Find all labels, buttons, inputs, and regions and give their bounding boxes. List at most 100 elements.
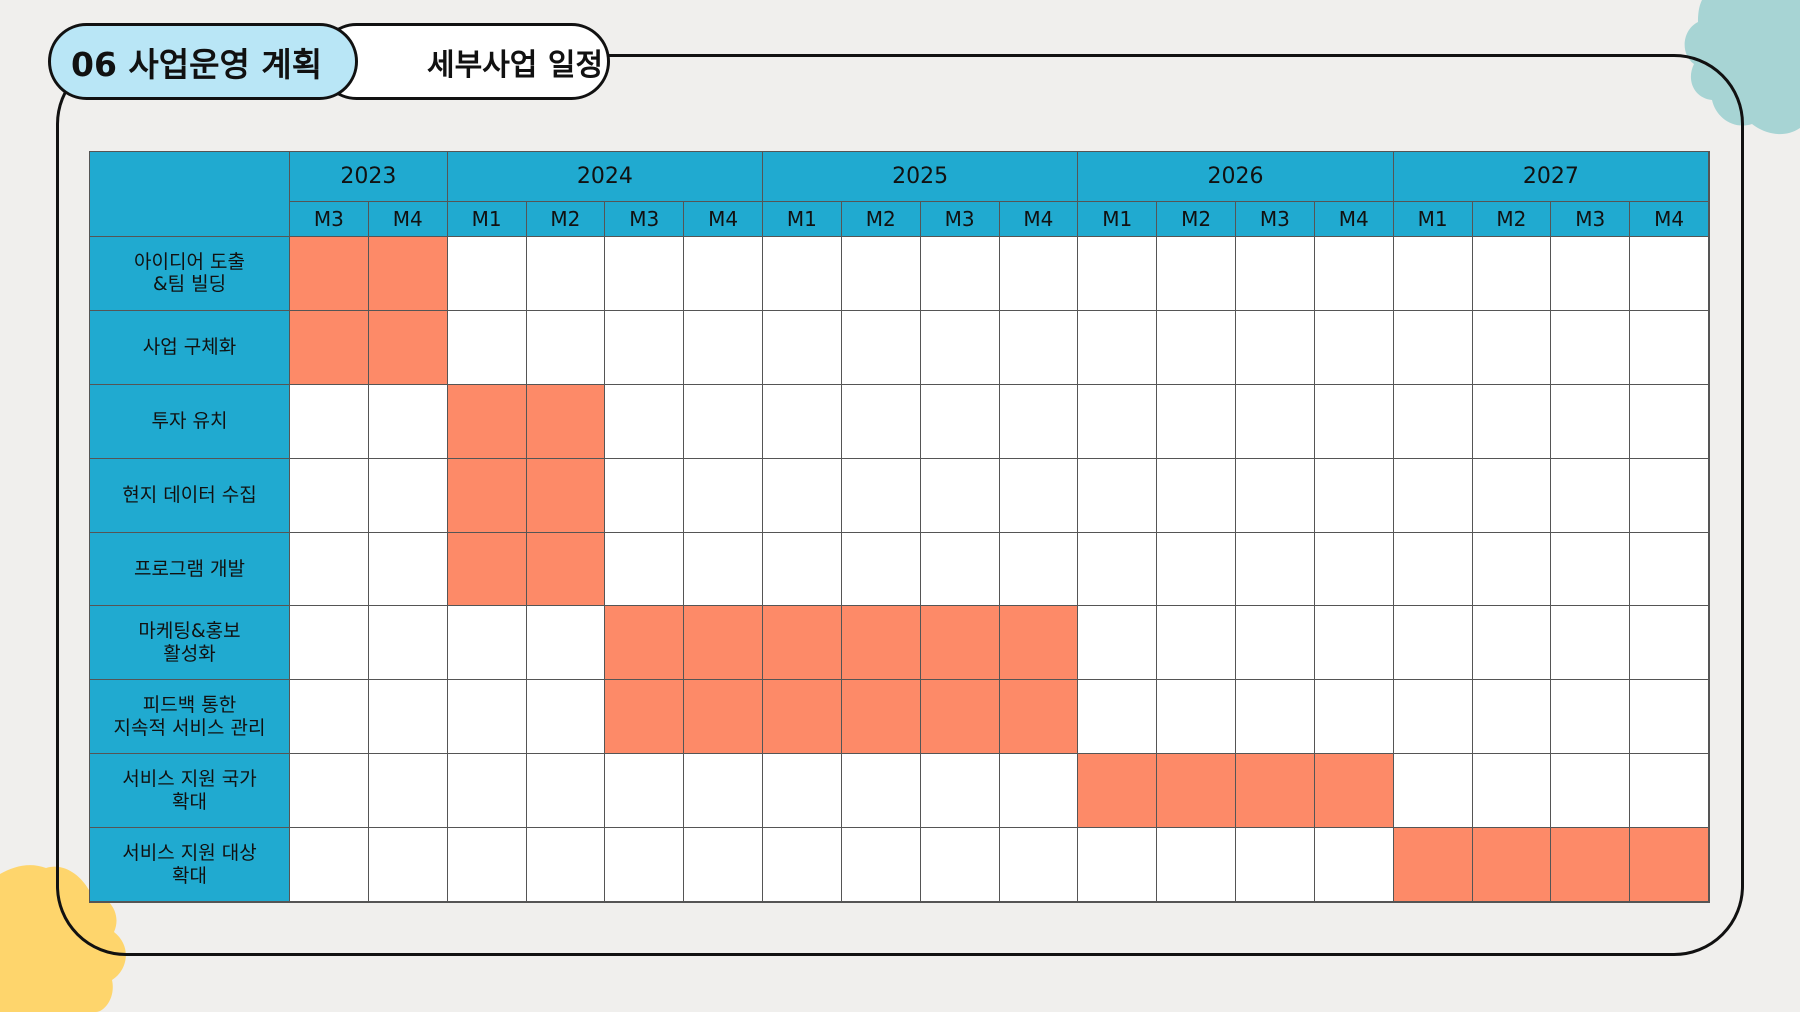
schedule-cell [841, 237, 921, 311]
gantt-bar-cell [920, 606, 1000, 681]
schedule-cell [1078, 606, 1158, 681]
schedule-cell [368, 532, 448, 607]
gantt-bar-cell [1630, 828, 1709, 902]
schedule-cell [1314, 680, 1394, 755]
schedule-cell [526, 754, 606, 829]
year-header: 2023 [290, 152, 448, 202]
schedule-cell [763, 754, 842, 829]
schedule-cell [841, 310, 921, 385]
gantt-bar-cell [605, 606, 685, 681]
schedule-cell [920, 237, 1000, 311]
schedule-cell [1472, 237, 1552, 311]
schedule-cell [368, 384, 448, 459]
gantt-bar-cell [447, 458, 527, 533]
schedule-cell [605, 828, 685, 902]
schedule-cell [1157, 532, 1236, 607]
schedule-cell [368, 606, 448, 681]
schedule-cell [1314, 532, 1394, 607]
schedule-cell [290, 384, 369, 459]
schedule-cell [1393, 458, 1473, 533]
schedule-cell [999, 828, 1079, 902]
schedule-cell [290, 532, 369, 607]
schedule-cell [763, 458, 842, 533]
year-header: 2027 [1393, 152, 1709, 202]
schedule-cell [447, 606, 527, 681]
schedule-cell [526, 828, 606, 902]
month-header: M1 [763, 202, 842, 237]
schedule-cell [1393, 680, 1473, 755]
schedule-cell [1393, 384, 1473, 459]
schedule-cell [841, 384, 921, 459]
schedule-cell [1393, 532, 1473, 607]
schedule-cell [447, 310, 527, 385]
schedule-cell [1236, 458, 1315, 533]
schedule-cell [1630, 458, 1709, 533]
schedule-cell [1157, 384, 1236, 459]
schedule-cell [368, 828, 448, 902]
gantt-bar-cell [290, 310, 369, 385]
schedule-cell [1551, 237, 1631, 311]
schedule-cell [1393, 606, 1473, 681]
schedule-cell [368, 458, 448, 533]
gantt-bar-cell [290, 237, 369, 311]
schedule-cell [1314, 458, 1394, 533]
schedule-cell [841, 828, 921, 902]
schedule-cell [841, 458, 921, 533]
schedule-cell [1551, 680, 1631, 755]
schedule-cell [1078, 458, 1158, 533]
schedule-cell [1472, 384, 1552, 459]
schedule-cell [920, 458, 1000, 533]
schedule-cell [920, 828, 1000, 902]
month-header: M3 [605, 202, 685, 237]
year-header: 2025 [763, 152, 1079, 202]
task-label: 마케팅&홍보 활성화 [90, 606, 290, 681]
schedule-cell [684, 754, 763, 829]
schedule-cell [684, 237, 763, 311]
schedule-cell [999, 532, 1079, 607]
gantt-bar-cell [605, 680, 685, 755]
schedule-cell [447, 680, 527, 755]
schedule-cell [684, 310, 763, 385]
gantt-bar-cell [999, 680, 1079, 755]
schedule-cell [1472, 458, 1552, 533]
schedule-cell [1236, 237, 1315, 311]
schedule-cell [1157, 606, 1236, 681]
schedule-cell [526, 310, 606, 385]
schedule-cell [999, 458, 1079, 533]
schedule-cell [999, 310, 1079, 385]
gantt-bar-cell [999, 606, 1079, 681]
task-label: 아이디어 도출 &팀 빌딩 [90, 237, 290, 311]
schedule-cell [605, 532, 685, 607]
schedule-cell [526, 680, 606, 755]
schedule-cell [1078, 680, 1158, 755]
month-header: M2 [1157, 202, 1236, 237]
schedule-cell [1236, 310, 1315, 385]
schedule-cell [1472, 532, 1552, 607]
schedule-cell [526, 237, 606, 311]
schedule-cell [1236, 532, 1315, 607]
schedule-cell [920, 532, 1000, 607]
schedule-cell [605, 754, 685, 829]
schedule-cell [684, 532, 763, 607]
month-header: M1 [1078, 202, 1158, 237]
schedule-cell [1472, 754, 1552, 829]
schedule-cell [1551, 384, 1631, 459]
schedule-cell [763, 237, 842, 311]
section-tab: 06 사업운영 계획 [48, 23, 358, 100]
schedule-cell [605, 384, 685, 459]
task-label: 현지 데이터 수집 [90, 458, 290, 533]
schedule-cell [1630, 532, 1709, 607]
month-header: M2 [526, 202, 606, 237]
schedule-cell [1157, 237, 1236, 311]
schedule-cell [920, 384, 1000, 459]
schedule-cell [1078, 828, 1158, 902]
month-header: M4 [368, 202, 448, 237]
schedule-cell [1630, 680, 1709, 755]
schedule-cell [1472, 606, 1552, 681]
schedule-cell [1314, 606, 1394, 681]
schedule-cell [1236, 384, 1315, 459]
schedule-cell [447, 828, 527, 902]
gantt-bar-cell [526, 458, 606, 533]
schedule-cell [1551, 310, 1631, 385]
table-corner [90, 152, 290, 237]
